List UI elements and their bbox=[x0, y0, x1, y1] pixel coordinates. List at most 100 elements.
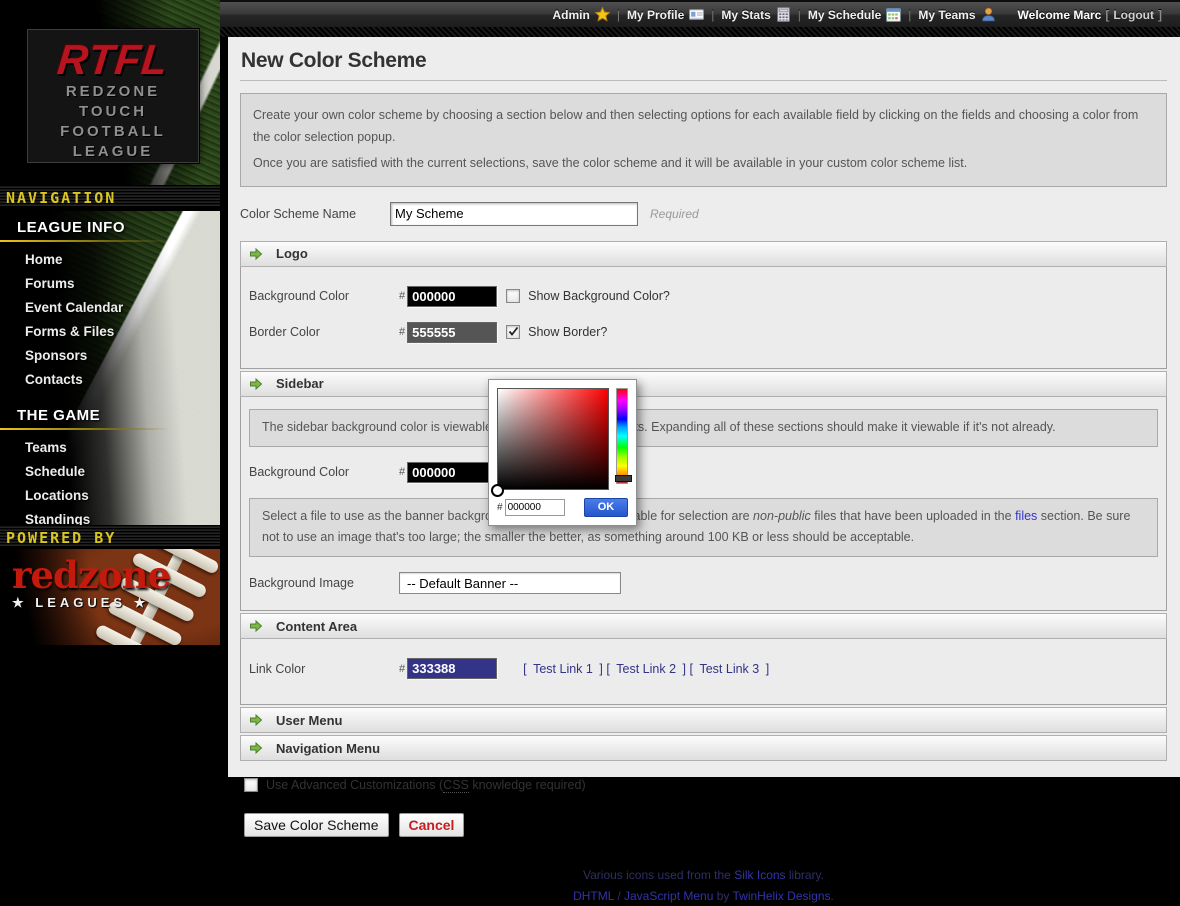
page-title: New Color Scheme bbox=[241, 49, 427, 72]
sidebar-item-locations[interactable]: Locations bbox=[25, 488, 89, 503]
advanced-customizations-checkbox[interactable] bbox=[244, 778, 258, 793]
nav-heading-the-game: THE GAME bbox=[0, 407, 200, 430]
hue-slider-handle[interactable] bbox=[615, 475, 632, 482]
green-arrow-icon bbox=[250, 620, 263, 633]
sidebar-item-forums[interactable]: Forums bbox=[25, 276, 75, 291]
link-color-input[interactable] bbox=[407, 658, 498, 680]
show-border-checkbox[interactable] bbox=[506, 325, 521, 340]
advanced-label-text: Use Advanced Customizations ( bbox=[266, 778, 444, 793]
dhtml-link[interactable]: DHTML bbox=[573, 888, 614, 903]
footer-text: by bbox=[713, 888, 733, 903]
league-logo-acronym: RTFL bbox=[55, 36, 171, 83]
league-logo[interactable]: RTFL REDZONE TOUCH FOOTBALL LEAGUE bbox=[26, 28, 200, 164]
advanced-label-text: knowledge required) bbox=[468, 778, 586, 793]
advanced-customizations-row: Use Advanced Customizations (CSS knowled… bbox=[244, 778, 1167, 794]
league-logo-line: TOUCH bbox=[78, 103, 148, 120]
test-link-3[interactable]: Test Link 3 bbox=[699, 661, 760, 676]
logo-border-color-label: Border Color bbox=[249, 325, 320, 340]
background-image-selected-value: -- Default Banner -- bbox=[407, 575, 519, 591]
bracket: [ bbox=[606, 661, 610, 676]
saturation-value-gradient[interactable] bbox=[497, 388, 609, 490]
green-arrow-icon bbox=[250, 714, 263, 727]
intro-paragraph-1: Create your own color scheme by choosing… bbox=[253, 108, 1139, 144]
sidebar: RTFL REDZONE TOUCH FOOTBALL LEAGUE NAVIG… bbox=[0, 0, 220, 777]
topbar-stats-label: My Stats bbox=[721, 7, 771, 22]
page-footer: Various icons used from the Silk Icons l… bbox=[240, 865, 1167, 906]
sidebar-item-sponsors[interactable]: Sponsors bbox=[25, 348, 88, 363]
footer-text: library. bbox=[785, 868, 824, 883]
twinhelix-designs-link[interactable]: TwinHelix Designs bbox=[732, 888, 831, 903]
background-image-label: Background Image bbox=[249, 576, 354, 591]
sidebar-item-contacts[interactable]: Contacts bbox=[25, 372, 83, 387]
intro-paragraph-2: Once you are satisfied with the current … bbox=[253, 155, 968, 170]
sidebar-item-forms-files[interactable]: Forms & Files bbox=[25, 324, 115, 339]
topbar-item-my-schedule[interactable]: My Schedule bbox=[808, 7, 902, 22]
logout-link[interactable]: Logout bbox=[1113, 7, 1154, 22]
section-header-content-area[interactable]: Content Area bbox=[240, 613, 1167, 640]
sidebar-item-home[interactable]: Home bbox=[25, 252, 63, 267]
bracket: [ bbox=[523, 661, 527, 676]
logo-bg-color-input[interactable] bbox=[407, 285, 498, 307]
main-content: New Color Scheme Create your own color s… bbox=[228, 37, 1180, 903]
user-icon bbox=[981, 7, 995, 22]
section-header-navigation-menu[interactable]: Navigation Menu bbox=[240, 735, 1167, 762]
required-note: Required bbox=[650, 206, 699, 221]
color-picker-footer: # OK bbox=[497, 498, 628, 517]
content-region: Admin | My Profile | My Stats | My Sched… bbox=[220, 0, 1180, 903]
show-border-label: Show Border? bbox=[528, 325, 608, 340]
league-logo-line: FOOTBALL bbox=[60, 123, 166, 140]
topbar-teams-label: My Teams bbox=[918, 7, 976, 22]
redzone-leagues-logo: redzone ★ LEAGUES ★ bbox=[12, 556, 171, 611]
powered-by-logo[interactable]: redzone ★ LEAGUES ★ bbox=[0, 549, 220, 645]
sidebar-bg-color-label: Background Color bbox=[249, 465, 350, 479]
section-body-sidebar: The sidebar background color is viewable… bbox=[240, 396, 1167, 612]
javascript-menu-link[interactable]: JavaScript Menu bbox=[624, 888, 714, 903]
logo-background-color-row: Background Color # Show Background Color… bbox=[249, 285, 1158, 307]
hex-hash-prefix: # bbox=[497, 502, 503, 513]
silk-icons-link[interactable]: Silk Icons bbox=[734, 868, 786, 883]
test-link-1[interactable]: Test Link 1 bbox=[533, 661, 593, 676]
intro-note: Create your own color scheme by choosing… bbox=[240, 93, 1167, 187]
vcard-icon bbox=[689, 9, 705, 20]
hex-hash-prefix: # bbox=[399, 290, 406, 303]
topbar-item-admin[interactable]: Admin bbox=[552, 7, 610, 22]
sidebar-bg-color-input[interactable] bbox=[407, 461, 498, 483]
sidebar-item-teams[interactable]: Teams bbox=[25, 440, 67, 455]
test-link-2[interactable]: Test Link 2 bbox=[616, 661, 677, 676]
topbar: Admin | My Profile | My Stats | My Sched… bbox=[220, 0, 1180, 27]
section-body-content-area: Link Color # [ Test Link 1 ] [ Test Link… bbox=[240, 639, 1167, 706]
sidebar-item-schedule[interactable]: Schedule bbox=[25, 464, 86, 479]
color-selection-marker[interactable] bbox=[491, 484, 504, 497]
hex-hash-prefix: # bbox=[399, 662, 406, 675]
topbar-item-my-stats[interactable]: My Stats bbox=[721, 7, 790, 22]
the-game-list: Teams Schedule Locations Standings Stati… bbox=[0, 436, 220, 556]
topbar-item-my-profile[interactable]: My Profile bbox=[627, 7, 705, 22]
sidebar-item-standings[interactable]: Standings bbox=[25, 512, 91, 527]
show-background-color-label: Show Background Color? bbox=[528, 289, 670, 304]
ok-button[interactable]: OK bbox=[584, 498, 628, 517]
sidebar-item-event-calendar[interactable]: Event Calendar bbox=[25, 300, 124, 315]
section-body-logo: Background Color # Show Background Color… bbox=[240, 266, 1167, 369]
footer-credit-menu: DHTML / JavaScript Menu by TwinHelix Des… bbox=[240, 886, 1167, 906]
section-header-logo[interactable]: Logo bbox=[240, 240, 1167, 267]
files-link[interactable]: files bbox=[1015, 508, 1038, 523]
footer-text: / bbox=[613, 888, 624, 903]
show-background-color-checkbox[interactable] bbox=[506, 289, 521, 304]
bracket: ] bbox=[682, 661, 687, 676]
scheme-name-input[interactable] bbox=[390, 201, 638, 226]
hex-hash-prefix: # bbox=[399, 326, 406, 339]
footer-text: . bbox=[830, 888, 834, 903]
section-header-user-menu[interactable]: User Menu bbox=[240, 707, 1167, 734]
logo-border-color-input[interactable] bbox=[407, 321, 498, 343]
picker-hex-input[interactable] bbox=[504, 499, 565, 516]
scheme-name-row: Color Scheme Name Required bbox=[240, 201, 1167, 226]
section-header-sidebar[interactable]: Sidebar bbox=[240, 370, 1167, 397]
cancel-button[interactable]: Cancel bbox=[398, 813, 465, 838]
form-buttons: Save Color Scheme Cancel bbox=[244, 813, 1167, 838]
topbar-item-my-teams[interactable]: My Teams bbox=[918, 7, 995, 22]
color-picker-area bbox=[491, 388, 632, 497]
background-image-select[interactable]: -- Default Banner -- bbox=[399, 572, 621, 595]
hue-slider[interactable] bbox=[615, 388, 632, 484]
section-title-sidebar: Sidebar bbox=[276, 376, 324, 392]
save-color-scheme-button[interactable]: Save Color Scheme bbox=[244, 813, 389, 838]
